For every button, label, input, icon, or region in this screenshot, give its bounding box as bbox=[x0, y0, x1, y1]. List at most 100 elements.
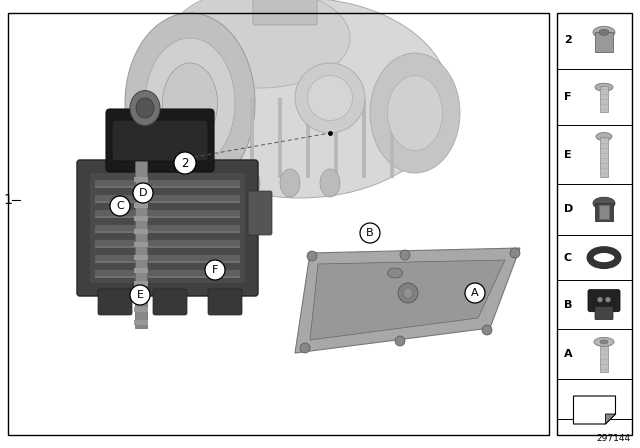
Bar bbox=[134, 281, 148, 286]
Text: F: F bbox=[212, 265, 218, 275]
Bar bbox=[599, 205, 609, 219]
Text: C: C bbox=[116, 201, 124, 211]
Ellipse shape bbox=[594, 337, 614, 346]
Polygon shape bbox=[573, 396, 616, 424]
Polygon shape bbox=[310, 260, 505, 340]
Circle shape bbox=[360, 223, 380, 243]
Ellipse shape bbox=[320, 169, 340, 197]
Bar bbox=[134, 190, 148, 195]
Bar bbox=[600, 340, 608, 372]
Text: B: B bbox=[564, 300, 572, 310]
Circle shape bbox=[395, 336, 405, 346]
Bar bbox=[250, 98, 254, 178]
Bar bbox=[95, 261, 240, 263]
Bar bbox=[600, 86, 608, 112]
Bar bbox=[390, 98, 394, 178]
Bar bbox=[278, 98, 282, 178]
Ellipse shape bbox=[295, 63, 365, 133]
Polygon shape bbox=[605, 414, 616, 424]
Bar bbox=[8, 13, 549, 435]
Circle shape bbox=[398, 283, 418, 303]
Bar bbox=[95, 276, 240, 278]
Bar bbox=[95, 246, 240, 248]
FancyBboxPatch shape bbox=[77, 160, 258, 296]
Bar bbox=[95, 231, 240, 233]
Circle shape bbox=[205, 260, 225, 280]
Circle shape bbox=[300, 343, 310, 353]
Bar bbox=[362, 98, 366, 178]
Bar bbox=[95, 240, 240, 248]
Bar bbox=[95, 210, 240, 218]
Text: E: E bbox=[564, 150, 572, 159]
Bar bbox=[95, 180, 240, 188]
FancyBboxPatch shape bbox=[153, 289, 187, 315]
Bar bbox=[595, 203, 613, 221]
Bar bbox=[134, 320, 148, 325]
FancyBboxPatch shape bbox=[208, 289, 242, 315]
Ellipse shape bbox=[596, 253, 612, 262]
Ellipse shape bbox=[600, 340, 608, 344]
Bar bbox=[134, 229, 148, 234]
Bar bbox=[95, 186, 240, 188]
Ellipse shape bbox=[387, 268, 403, 278]
Bar bbox=[95, 216, 240, 218]
Bar bbox=[95, 201, 240, 203]
Circle shape bbox=[465, 283, 485, 303]
Circle shape bbox=[482, 325, 492, 335]
Circle shape bbox=[400, 250, 410, 260]
Circle shape bbox=[307, 251, 317, 261]
Bar bbox=[134, 242, 148, 247]
FancyBboxPatch shape bbox=[595, 306, 613, 319]
Ellipse shape bbox=[370, 53, 460, 173]
Ellipse shape bbox=[163, 63, 218, 143]
Circle shape bbox=[174, 152, 196, 174]
Text: 2: 2 bbox=[564, 35, 572, 45]
Text: E: E bbox=[136, 290, 143, 300]
Bar bbox=[306, 98, 310, 178]
FancyBboxPatch shape bbox=[112, 120, 208, 161]
FancyBboxPatch shape bbox=[588, 290, 620, 312]
Bar bbox=[134, 255, 148, 260]
Bar bbox=[95, 195, 240, 203]
FancyBboxPatch shape bbox=[106, 109, 214, 172]
Bar bbox=[595, 32, 613, 52]
Text: 2: 2 bbox=[181, 156, 189, 169]
Text: C: C bbox=[564, 253, 572, 263]
Bar bbox=[134, 268, 148, 273]
Ellipse shape bbox=[599, 29, 609, 35]
Ellipse shape bbox=[307, 76, 353, 121]
Bar bbox=[557, 13, 632, 435]
Bar bbox=[134, 177, 148, 182]
Bar bbox=[134, 203, 148, 208]
Text: D: D bbox=[139, 188, 147, 198]
Text: 1: 1 bbox=[3, 193, 12, 207]
Bar bbox=[134, 216, 148, 221]
Ellipse shape bbox=[280, 169, 300, 197]
Polygon shape bbox=[295, 248, 520, 353]
Circle shape bbox=[110, 196, 130, 216]
Circle shape bbox=[605, 297, 611, 302]
Text: A: A bbox=[471, 288, 479, 298]
Ellipse shape bbox=[596, 133, 612, 141]
Circle shape bbox=[403, 288, 413, 298]
Text: D: D bbox=[564, 204, 573, 214]
FancyBboxPatch shape bbox=[253, 0, 317, 25]
Bar bbox=[134, 294, 148, 299]
FancyBboxPatch shape bbox=[248, 191, 272, 235]
Bar bbox=[334, 98, 338, 178]
Text: A: A bbox=[564, 349, 573, 359]
Ellipse shape bbox=[593, 197, 615, 209]
Bar bbox=[600, 137, 608, 177]
Text: B: B bbox=[366, 228, 374, 238]
Bar bbox=[134, 307, 148, 312]
Ellipse shape bbox=[240, 169, 260, 197]
Ellipse shape bbox=[130, 90, 160, 125]
Bar bbox=[95, 270, 240, 278]
Ellipse shape bbox=[150, 0, 450, 198]
Bar bbox=[95, 225, 240, 233]
Ellipse shape bbox=[145, 38, 235, 168]
Circle shape bbox=[510, 248, 520, 258]
Ellipse shape bbox=[170, 0, 350, 88]
FancyBboxPatch shape bbox=[98, 289, 132, 315]
Ellipse shape bbox=[200, 169, 220, 197]
